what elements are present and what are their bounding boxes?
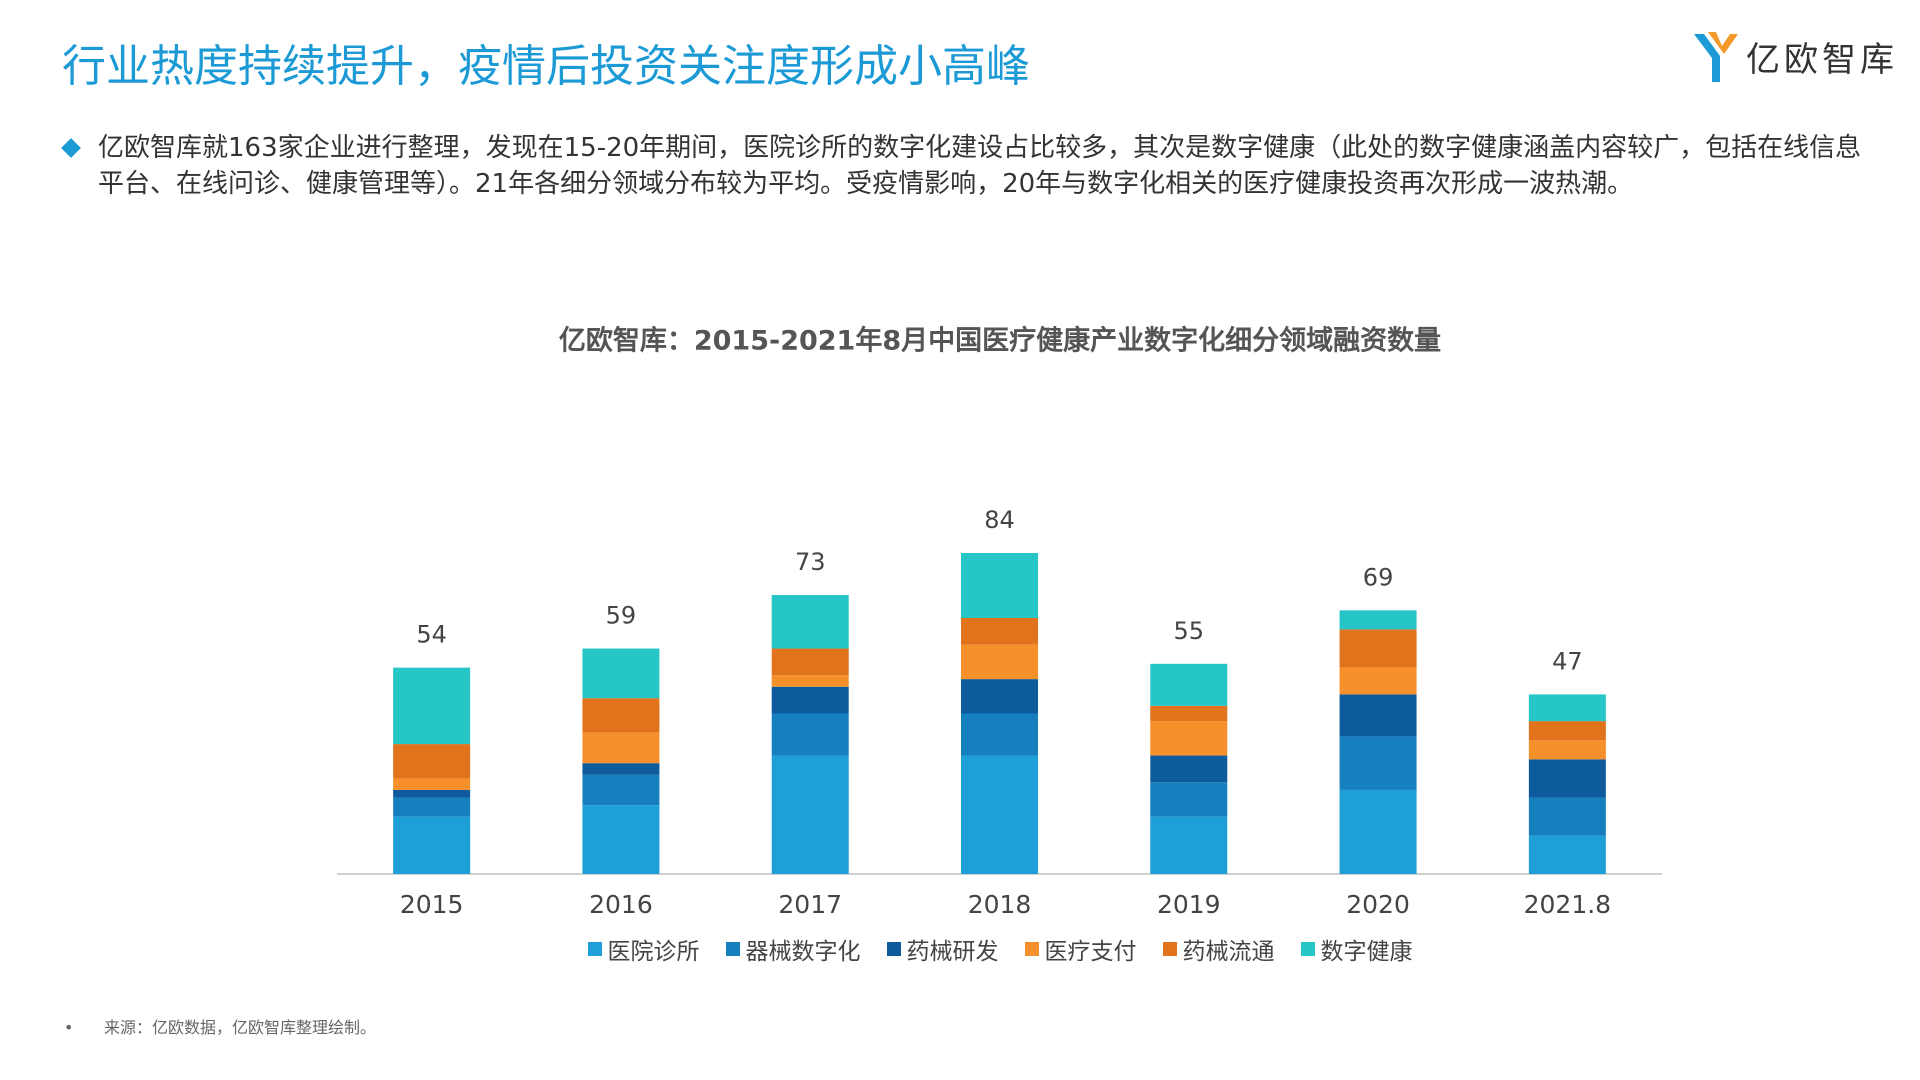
bar-segment [1528,797,1606,836]
bar-segment [1339,629,1417,668]
legend-item: 医院诊所 [587,932,700,966]
total-label: 73 [795,548,826,576]
bar-segment [961,553,1038,618]
bar-segment [771,686,849,714]
legend-label: 医疗支付 [1044,939,1137,965]
legend-label: 药械研发 [906,939,999,965]
bar-segment [1339,789,1417,874]
bar-segment [1528,721,1606,741]
legend-item: 数字健康 [1300,932,1413,966]
legend-label: 医院诊所 [607,939,700,965]
bar-segment [1150,782,1228,817]
bar-segment [1528,694,1606,722]
x-tick-label: 2019 [1157,890,1221,919]
bar-segment [1339,610,1417,630]
bar-segment [582,805,660,874]
bar-segment [771,755,849,874]
bar-segment [1150,705,1228,722]
x-tick-label: 2021.8 [1524,890,1611,919]
source-note: • 来源：亿欧数据，亿欧智库整理绘制。 [64,1018,376,1037]
bar-segment [582,732,660,764]
logo-text: 亿欧智库 [1746,39,1898,80]
legend-label: 器械数字化 [745,939,861,965]
bar-segment [1150,663,1228,706]
slide-title: 行业热度持续提升，疫情后投资关注度形成小高峰 [62,41,1030,92]
bar-segment [393,816,471,874]
bar-segment [393,789,471,798]
bar-segment [961,617,1038,645]
legend-swatch [1024,942,1039,956]
bar-segment [582,698,660,733]
bar-segment [961,713,1038,756]
bar-segment [771,595,849,649]
bar-segment [393,797,471,817]
bar-segment [771,713,849,756]
legend-swatch [886,942,901,956]
bar-segment [393,667,471,745]
legend-swatch [1300,942,1315,956]
chart-title: 亿欧智库：2015-2021年8月中国医疗健康产业数字化细分领域融资数量 [559,325,1441,357]
logo-icon [1694,32,1738,82]
bar-segment [1528,835,1606,874]
bar-segment [582,774,660,806]
total-label: 55 [1174,617,1205,645]
bullet-text: 亿欧智库就163家企业进行整理，发现在15-20年期间，医院诊所的数字化建设占比… [98,133,1862,199]
bar-segment [771,648,849,676]
total-label: 54 [416,621,447,649]
legend: 医院诊所 器械数字化 药械研发 医疗支付 药械流通 数字健康 [0,932,1920,966]
source-text: 来源：亿欧数据，亿欧智库整理绘制。 [103,1018,376,1037]
legend-label: 药械流通 [1182,939,1275,965]
total-label: 59 [606,602,637,630]
bar-segment [1528,759,1606,798]
bar-segment [1339,694,1417,737]
x-tick-label: 2016 [589,890,653,919]
legend-item: 医疗支付 [1024,932,1137,966]
bar-segment [1150,721,1228,756]
legend-item: 器械数字化 [725,932,861,966]
total-label: 47 [1552,647,1583,675]
bar-segment [393,778,471,790]
x-tick-label: 2015 [400,890,464,919]
bar-segment [582,763,660,775]
bar-segment [1339,667,1417,695]
bar-segment [393,744,471,779]
legend-swatch [587,942,602,956]
logo: 亿欧智库 [1690,28,1898,84]
total-label: 84 [984,506,1015,534]
legend-item: 药械流通 [1162,932,1275,966]
legend-swatch [1162,942,1177,956]
legend-item: 药械研发 [886,932,999,966]
bar-segment [961,755,1038,874]
bar-segment [771,675,849,687]
legend-label: 数字健康 [1320,939,1413,965]
bar-segment [1150,816,1228,874]
bar-segment [582,648,660,699]
bar-segment [1339,736,1417,790]
legend-swatch [725,942,740,956]
x-tick-label: 2020 [1346,890,1410,919]
x-tick-label: 2017 [778,890,842,919]
bar-segment [961,679,1038,714]
bar-segment [1528,740,1606,760]
bar-segment [1150,755,1228,783]
bar-segment [961,644,1038,680]
x-tick-label: 2018 [968,890,1032,919]
total-label: 69 [1363,563,1394,591]
